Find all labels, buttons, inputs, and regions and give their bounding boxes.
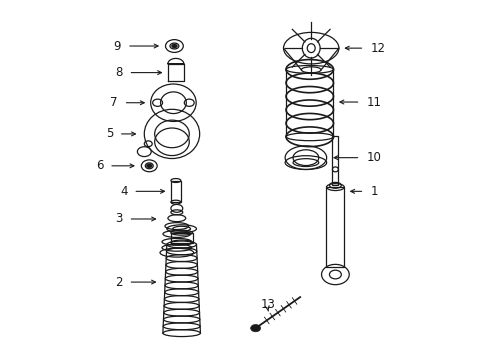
Circle shape [171,44,177,48]
Circle shape [250,324,260,332]
Text: 12: 12 [369,42,385,55]
Text: 7: 7 [110,96,118,109]
Text: 11: 11 [366,95,381,108]
Text: 1: 1 [369,185,377,198]
Bar [332,136,338,185]
Text: 13: 13 [260,298,275,311]
Text: 2: 2 [115,276,122,289]
Text: 6: 6 [96,159,103,172]
Text: 5: 5 [105,127,113,140]
Text: 10: 10 [366,151,381,164]
Text: 8: 8 [115,66,122,79]
Bar [171,180,181,202]
Bar [170,233,192,243]
Circle shape [146,164,152,168]
Text: 9: 9 [114,40,121,53]
Text: 4: 4 [120,185,127,198]
Text: 3: 3 [115,212,122,225]
Bar [326,187,344,267]
